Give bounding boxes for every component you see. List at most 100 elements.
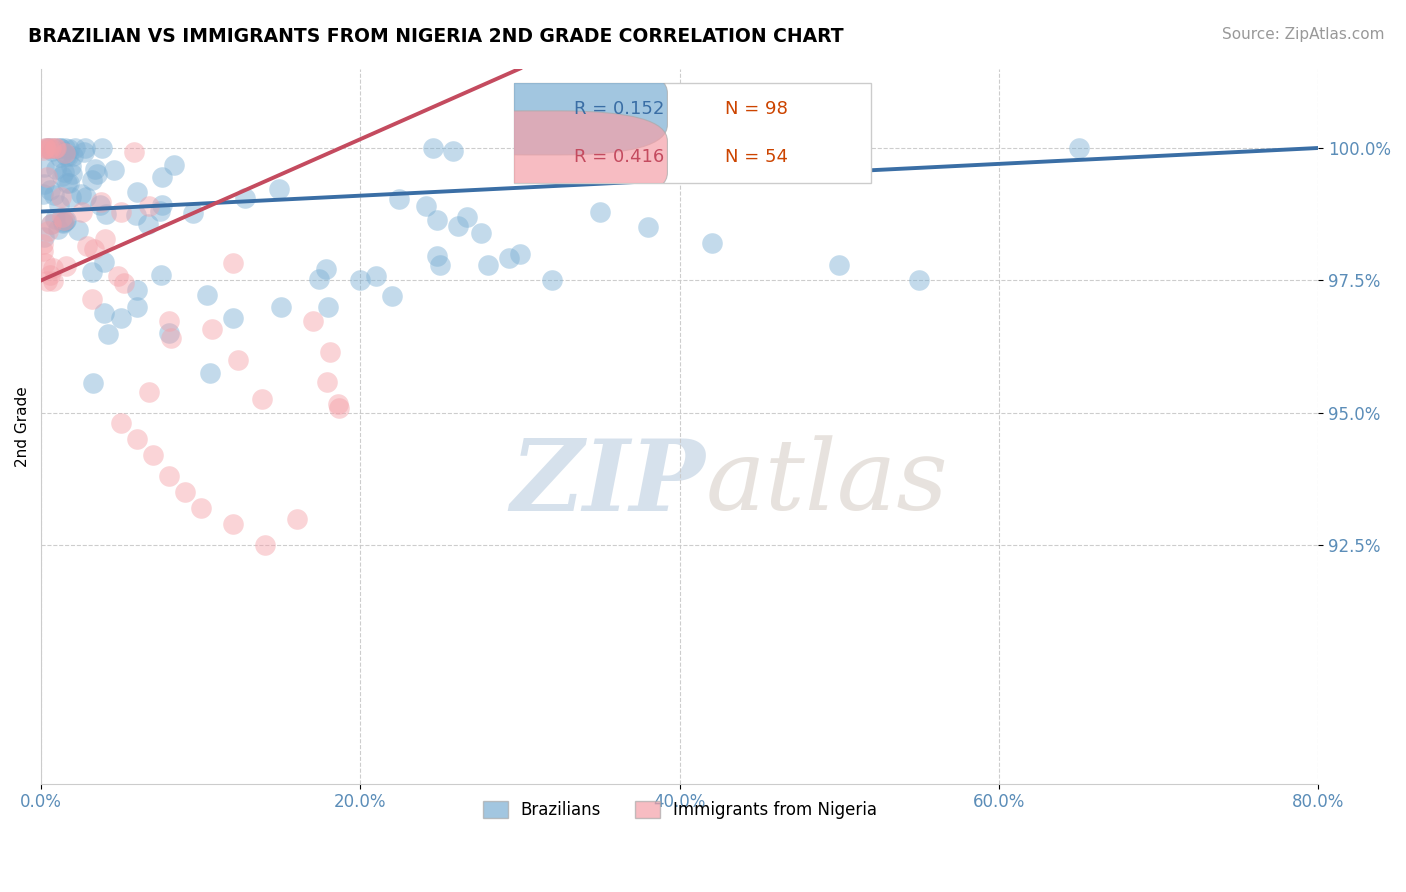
- Point: [53, 165, 76, 179]
- Point: [73, 145, 96, 159]
- Point: [55, 149, 77, 163]
- Point: [149, 203, 172, 218]
- Point: [62, 149, 84, 163]
- Point: [364, 269, 387, 284]
- Point: [83, 242, 105, 256]
- Point: [70, 187, 93, 202]
- Legend: Brazilians, Immigrants from Nigeria: Brazilians, Immigrants from Nigeria: [475, 794, 883, 825]
- Point: [80, 265, 103, 279]
- Point: [110, 205, 132, 219]
- Point: [32, 178, 55, 192]
- Point: [51, 216, 73, 230]
- Point: [39, 217, 62, 231]
- Point: [315, 261, 337, 276]
- Point: [97, 326, 120, 341]
- Point: [48, 198, 70, 212]
- Point: [60, 167, 83, 181]
- Point: [328, 401, 350, 416]
- Point: [44, 141, 66, 155]
- Point: [589, 204, 612, 219]
- Point: [422, 141, 444, 155]
- Point: [415, 198, 437, 212]
- Point: [76, 239, 98, 253]
- Point: [41, 141, 63, 155]
- Point: [44, 211, 66, 226]
- Point: [270, 300, 292, 314]
- Point: [51, 169, 73, 183]
- Point: [157, 314, 180, 328]
- Point: [110, 310, 132, 325]
- Point: [58, 176, 80, 190]
- Point: [42, 274, 65, 288]
- Point: [125, 185, 148, 199]
- Point: [541, 273, 564, 287]
- Point: [157, 469, 180, 483]
- Point: [32, 160, 55, 174]
- Point: [233, 191, 256, 205]
- Point: [37, 224, 59, 238]
- Point: [221, 310, 243, 325]
- Point: [221, 517, 243, 532]
- Point: [42, 141, 65, 155]
- Point: [58, 142, 80, 156]
- Point: [498, 252, 520, 266]
- Point: [90, 195, 112, 210]
- Point: [637, 220, 659, 235]
- Point: [76, 190, 98, 204]
- Point: [183, 205, 205, 219]
- Point: [70, 204, 93, 219]
- Point: [173, 485, 195, 500]
- Point: [59, 189, 82, 203]
- Point: [326, 397, 349, 411]
- Y-axis label: 2nd Grade: 2nd Grade: [15, 385, 30, 467]
- Point: [52, 213, 75, 227]
- Point: [470, 227, 492, 241]
- Point: [253, 538, 276, 552]
- Point: [125, 300, 148, 314]
- Point: [59, 159, 82, 173]
- Point: [190, 501, 212, 516]
- Point: [35, 169, 58, 184]
- Point: [285, 512, 308, 526]
- Point: [35, 141, 58, 155]
- Point: [149, 268, 172, 282]
- Point: [66, 222, 89, 236]
- Text: ZIP: ZIP: [510, 435, 706, 532]
- Point: [55, 212, 77, 227]
- Point: [201, 322, 224, 336]
- Text: atlas: atlas: [706, 435, 948, 531]
- Point: [56, 148, 79, 162]
- Point: [110, 417, 132, 431]
- Point: [48, 150, 70, 164]
- Point: [447, 219, 470, 233]
- Point: [94, 206, 117, 220]
- Point: [308, 272, 330, 286]
- Point: [456, 210, 478, 224]
- Point: [32, 244, 55, 258]
- Point: [82, 376, 104, 390]
- Point: [426, 213, 449, 227]
- Point: [82, 173, 104, 187]
- Point: [45, 162, 67, 177]
- Point: [56, 176, 79, 190]
- Point: [39, 217, 62, 231]
- Point: [52, 145, 75, 160]
- Point: [250, 392, 273, 407]
- Point: [221, 256, 243, 270]
- Point: [53, 141, 76, 155]
- Point: [31, 236, 53, 251]
- Point: [49, 141, 72, 155]
- Point: [125, 283, 148, 297]
- Point: [93, 254, 115, 268]
- Point: [124, 208, 146, 222]
- Point: [34, 141, 56, 155]
- Point: [37, 274, 59, 288]
- Point: [107, 268, 129, 283]
- Point: [429, 258, 451, 272]
- Point: [150, 198, 173, 212]
- Point: [49, 190, 72, 204]
- Point: [908, 273, 931, 287]
- Point: [426, 249, 449, 263]
- Point: [75, 141, 97, 155]
- Point: [269, 181, 291, 195]
